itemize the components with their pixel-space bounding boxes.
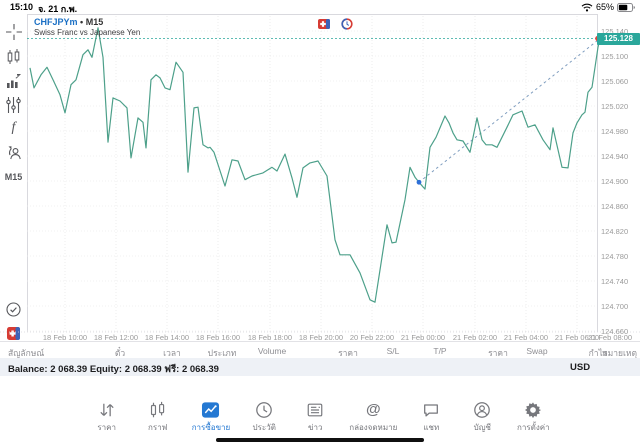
trading-session-icon[interactable] bbox=[341, 17, 353, 30]
current-price-badge: 125.128 bbox=[597, 32, 640, 45]
time-tick: 18 Feb 20:00 bbox=[298, 333, 344, 342]
news-icon bbox=[306, 400, 324, 420]
tab-trade[interactable]: การซื้อขาย bbox=[191, 400, 231, 434]
tab-label: บัญชี bbox=[473, 423, 491, 432]
symbol-flag-icon[interactable] bbox=[0, 322, 27, 344]
mailbox-icon: @ bbox=[365, 401, 381, 418]
trade-icon bbox=[201, 400, 220, 420]
column-header-4: Volume bbox=[257, 346, 287, 356]
clock-check-icon[interactable] bbox=[0, 298, 27, 320]
time-tick: 21 Feb 00:00 bbox=[400, 333, 446, 342]
time-tick: 18 Feb 12:00 bbox=[93, 333, 139, 342]
indicators-icon[interactable] bbox=[0, 70, 27, 92]
quotes-icon bbox=[98, 400, 116, 420]
tab-history[interactable]: ประวัติ bbox=[247, 400, 281, 434]
chart-panel[interactable]: f M15 CHFJPYm • M15 Swiss Franc vs Japane… bbox=[0, 14, 640, 343]
symbol-timeframe: • M15 bbox=[80, 17, 104, 27]
account-summary: Balance: 2 068.39 Equity: 2 068.39 ฟรี: … bbox=[8, 364, 219, 375]
symbol-flags-icon[interactable] bbox=[318, 17, 330, 29]
settings-icon bbox=[524, 400, 542, 420]
column-header-5: ราคา bbox=[338, 348, 358, 358]
trend-start-dot[interactable] bbox=[416, 179, 422, 185]
column-header-9: Swap bbox=[526, 346, 548, 356]
home-indicator[interactable] bbox=[216, 438, 424, 442]
time-tick: 18 Feb 10:00 bbox=[42, 333, 88, 342]
battery-percent: 65% bbox=[596, 2, 615, 12]
tab-label: กล่องจดหมาย bbox=[349, 423, 398, 432]
symbol-header[interactable]: CHFJPYm • M15 bbox=[34, 17, 103, 27]
tab-quotes[interactable]: ราคา bbox=[90, 400, 124, 434]
time-tick: 18 Feb 14:00 bbox=[144, 333, 190, 342]
column-header-2: เวลา bbox=[163, 348, 181, 358]
tab-account[interactable]: บัญชี bbox=[465, 400, 499, 434]
clock-time: 15:10 bbox=[10, 2, 34, 12]
account-icon bbox=[473, 400, 491, 420]
battery-icon bbox=[617, 3, 636, 14]
crosshair-icon[interactable] bbox=[0, 21, 27, 43]
bottom-tab-bar: ราคา กราฟ การซื้อขาย ประวัติ ข่าว @ กล่องจดหมา… bbox=[0, 400, 640, 440]
chart-border bbox=[27, 14, 597, 15]
chat-icon bbox=[422, 400, 440, 420]
chart-toolbar: f M15 bbox=[0, 14, 27, 341]
time-tick: 21 Feb 08:00 bbox=[587, 333, 633, 342]
price-chart[interactable] bbox=[0, 14, 640, 341]
history-icon bbox=[255, 400, 273, 420]
column-header-8: ราคา bbox=[488, 348, 508, 358]
time-tick: 21 Feb 02:00 bbox=[452, 333, 498, 342]
symbol-name: CHFJPYm bbox=[34, 17, 78, 27]
account-currency: USD bbox=[570, 362, 591, 373]
column-header-11: หมายเหตุ bbox=[602, 348, 637, 358]
timeframe-label: M15 bbox=[4, 172, 23, 182]
time-tick: 20 Feb 22:00 bbox=[349, 333, 395, 342]
column-header-1: ตั๋ว bbox=[114, 348, 126, 358]
column-header-7: T/P bbox=[433, 346, 447, 356]
chart-icon bbox=[149, 400, 167, 420]
tab-label: กราฟ bbox=[148, 423, 168, 432]
function-icon[interactable]: f bbox=[11, 120, 16, 135]
timeframe-button[interactable]: M15 bbox=[0, 166, 27, 188]
tab-mailbox[interactable]: @ กล่องจดหมาย bbox=[349, 400, 397, 434]
chart-border bbox=[27, 14, 28, 332]
tab-label: แชท bbox=[423, 423, 440, 432]
time-tick: 18 Feb 18:00 bbox=[247, 333, 293, 342]
column-header-0: สัญลักษณ์ bbox=[8, 348, 45, 358]
tab-chat[interactable]: แชท bbox=[414, 400, 448, 434]
trend-line[interactable] bbox=[418, 38, 601, 183]
tab-news[interactable]: ข่าว bbox=[298, 400, 332, 434]
time-tick: 18 Feb 16:00 bbox=[195, 333, 241, 342]
tab-label: การซื้อขาย bbox=[191, 423, 231, 432]
symbol-description: Swiss Franc vs Japanese Yen bbox=[34, 28, 141, 37]
objects-icon[interactable] bbox=[0, 94, 27, 116]
column-header-3: ประเภท bbox=[207, 348, 237, 358]
trader-icon[interactable] bbox=[0, 141, 27, 163]
tab-settings[interactable]: การตั้งค่า bbox=[516, 400, 550, 434]
status-bar: 15:10 จ. 21 ก.พ. 65% bbox=[0, 0, 640, 14]
time-tick: 21 Feb 04:00 bbox=[503, 333, 549, 342]
tab-label: ข่าว bbox=[307, 423, 323, 432]
account-bar: Balance: 2 068.39 Equity: 2 068.39 ฟรี: … bbox=[0, 358, 640, 376]
time-axis: 18 Feb 10:00 18 Feb 12:00 18 Feb 14:00 18 F… bbox=[0, 333, 640, 343]
tab-charts[interactable]: กราฟ bbox=[141, 400, 175, 434]
chart-border bbox=[597, 14, 598, 332]
tab-label: การตั้งค่า bbox=[517, 423, 550, 432]
column-header-6: S/L bbox=[386, 346, 400, 356]
column-header-10: กำไร bbox=[588, 348, 608, 358]
status-date: จ. 21 ก.พ. bbox=[38, 4, 78, 14]
tab-label: ราคา bbox=[97, 423, 117, 432]
candlestick-icon[interactable] bbox=[0, 46, 27, 68]
wifi-icon bbox=[581, 3, 593, 14]
tab-label: ประวัติ bbox=[252, 423, 276, 432]
price-line-series bbox=[29, 27, 601, 303]
time-tick: 21 Feb 06:00 bbox=[554, 333, 600, 342]
